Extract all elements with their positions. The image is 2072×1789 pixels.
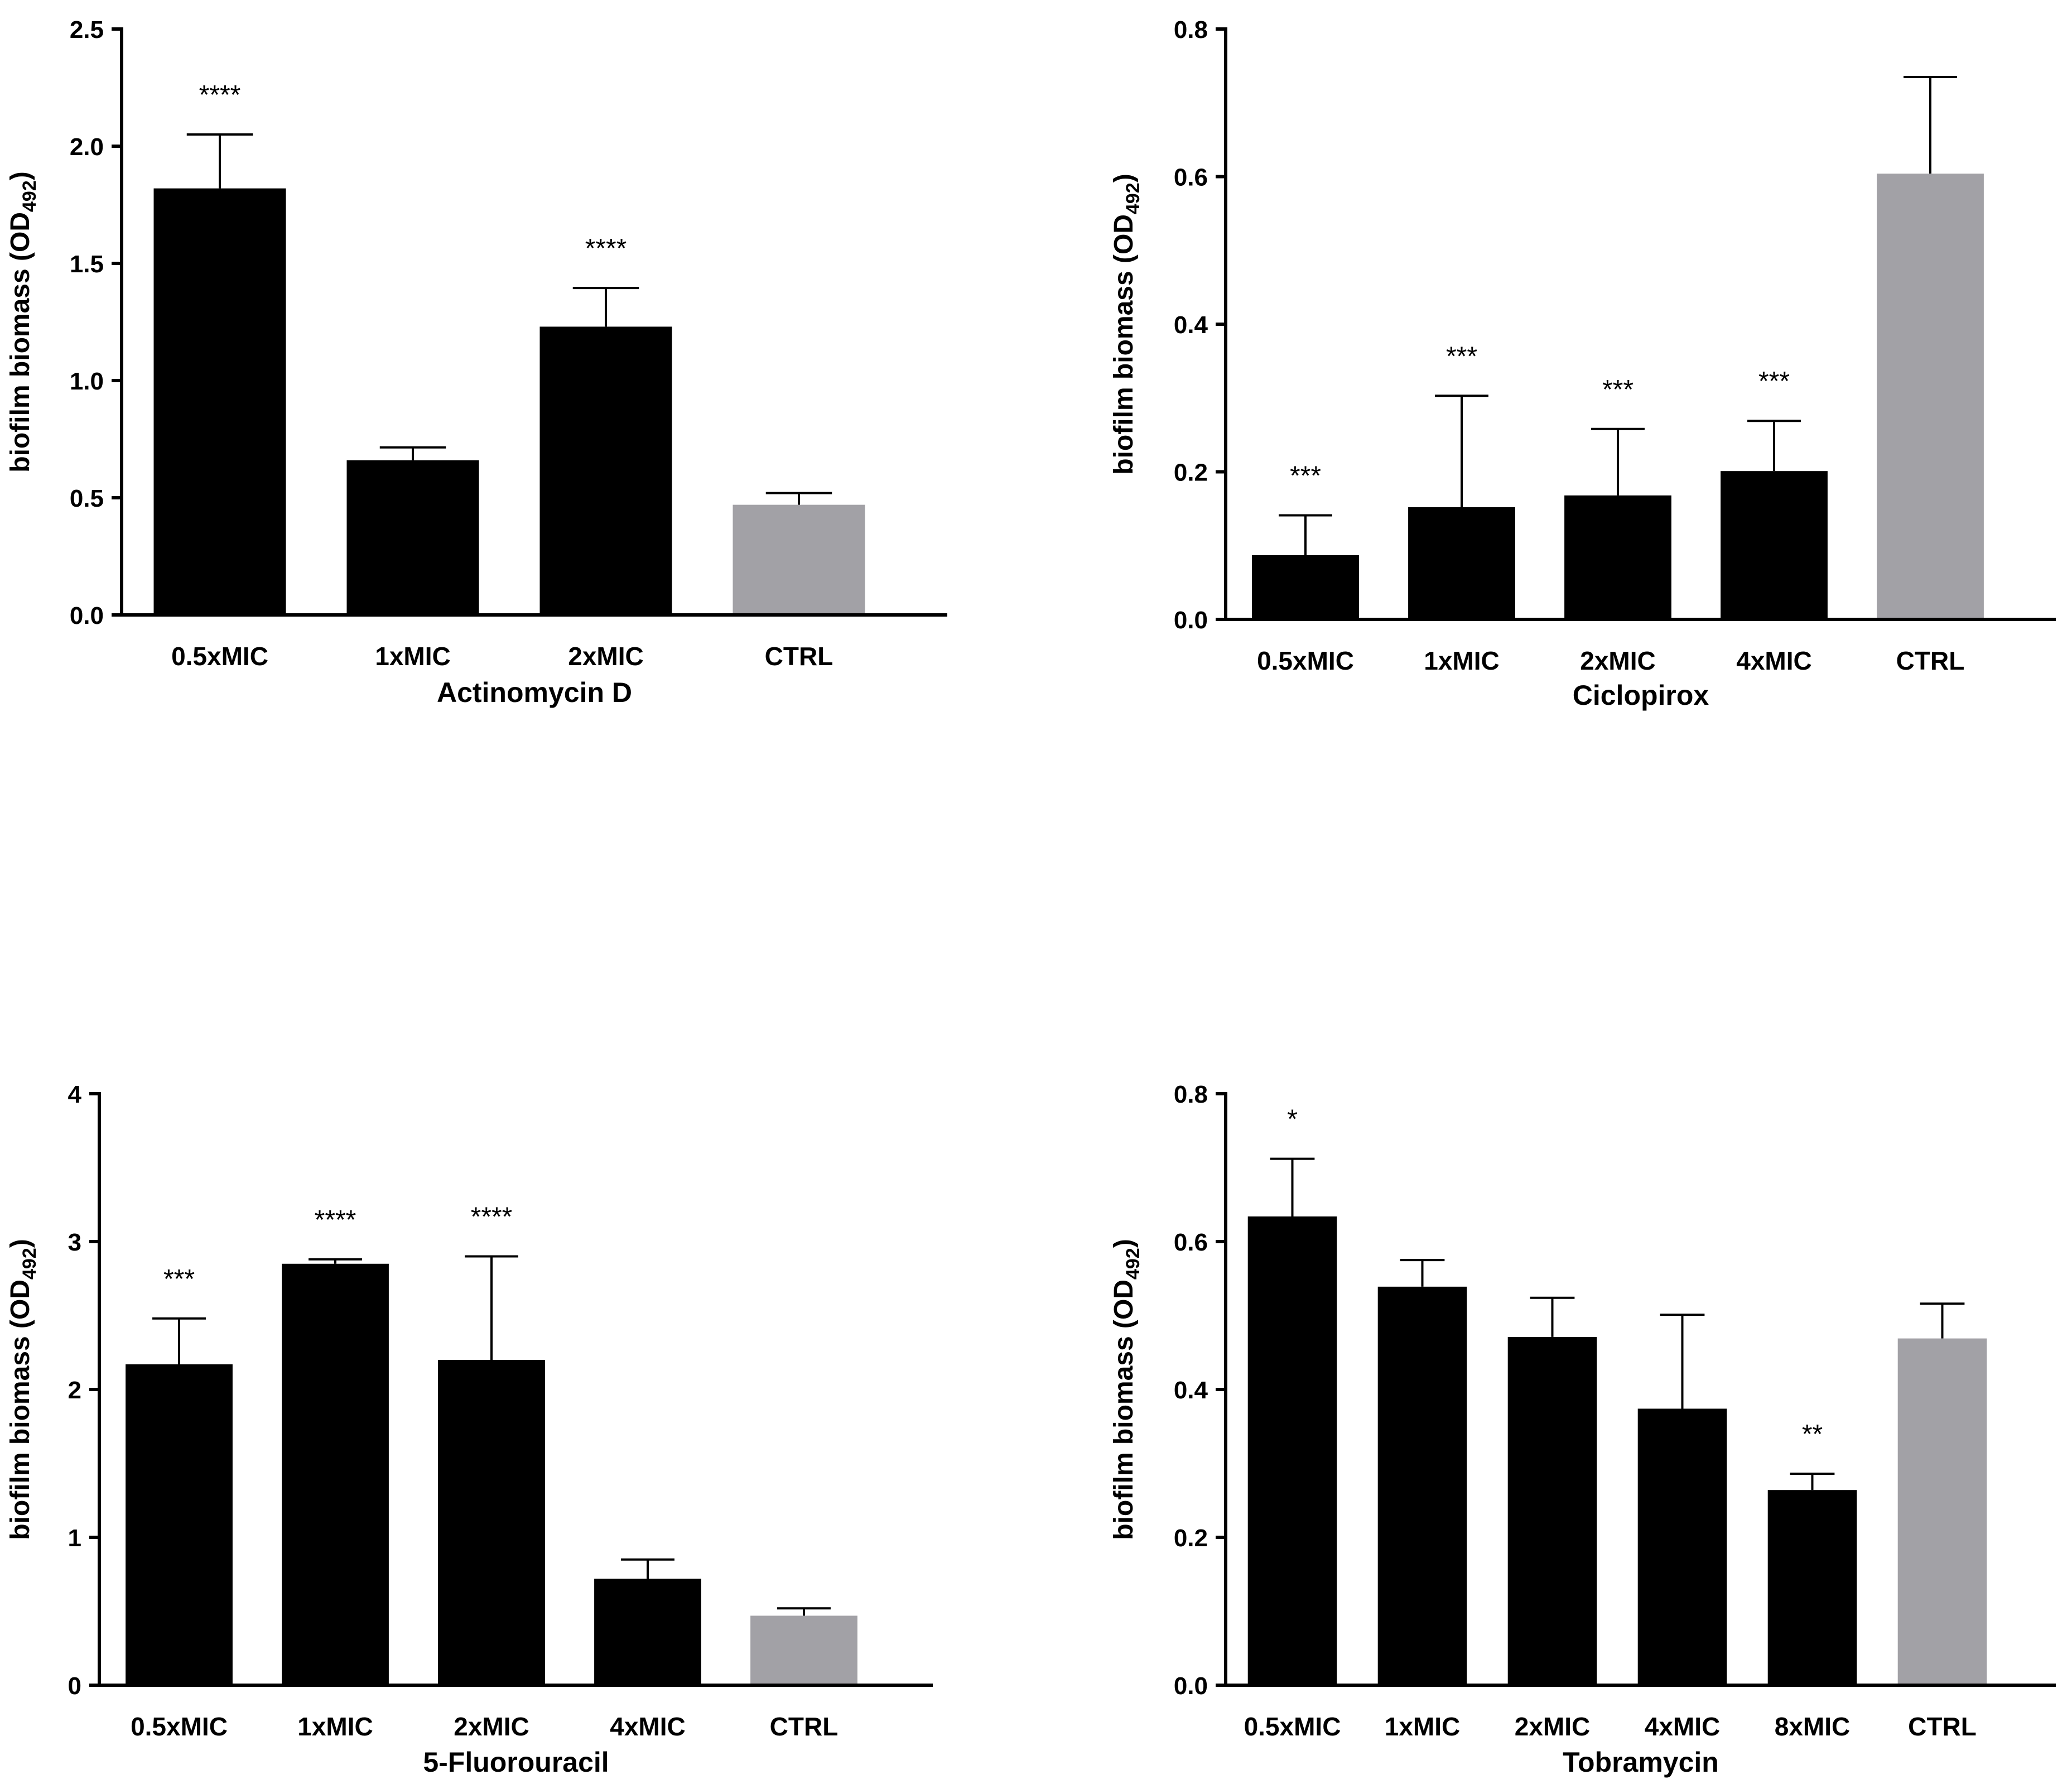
bar-1xmic [282,1263,389,1685]
y-axis-title-subscript: 492 [19,1248,40,1280]
chart-fluorouracil: *** 0.5xMIC **** 1xMIC **** 2xMIC 4xMIC CTRL 0 1 2… [6,1081,933,1778]
category-label: 8xMIC [1775,1712,1850,1741]
y-tick-label: 0.5 [70,485,104,512]
y-tick-label: 0.8 [1174,1081,1208,1108]
bar-ctrl [1877,174,1984,620]
y-axis-title-subscript: 492 [1122,182,1144,214]
significance-label: *** [163,1264,195,1294]
significance-label: **** [199,80,241,110]
category-label: 1xMIC [1385,1712,1460,1741]
bar-1xmic [346,460,479,615]
significance-label: **** [315,1205,356,1235]
y-axis-title-subscript: 492 [1122,1248,1144,1280]
category-label: 0.5xMIC [1244,1712,1341,1741]
y-tick-label: 3 [68,1229,81,1256]
category-label: 2xMIC [568,642,643,671]
y-tick-label: 0.0 [1174,1672,1208,1700]
category-label: CTRL [765,642,833,671]
significance-label: ** [1802,1420,1823,1449]
bar-4xmic [1721,471,1828,619]
significance-label: **** [471,1203,513,1232]
category-label: 0.5xMIC [171,642,268,671]
y-tick-label: 1.5 [70,251,104,278]
significance-label: *** [1758,367,1790,396]
y-tick-label: 0.8 [1174,16,1208,44]
y-axis-title: biofilm biomass (OD492) [1109,1239,1144,1540]
y-tick-label: 1 [68,1525,81,1552]
x-axis-title: Actinomycin D [437,677,632,708]
bar-2xmic [1507,1336,1597,1685]
y-tick-label: 1.0 [70,368,104,395]
bar-8xmic [1767,1490,1857,1685]
significance-label: *** [1290,461,1321,491]
bar-4xmic [1637,1408,1727,1685]
y-tick-label: 0.0 [70,602,104,629]
y-axis-title-close: ) [1109,1239,1139,1248]
chart-ciclopirox: *** 0.5xMIC *** 1xMIC *** 2xMIC *** 4xMIC CTRL 0.… [1109,16,2056,711]
significance-label: * [1287,1105,1298,1134]
bar-ctrl [733,504,865,615]
chart-tobramycin: * 0.5xMIC 1xMIC 2xMIC 4xMIC ** 8xMIC CTRL 0.0 0.2… [1109,1081,2056,1778]
y-axis-title-close: ) [1109,174,1139,182]
y-axis-title-main: biofilm biomass (OD [1109,1280,1139,1540]
bar-2xmic [438,1360,545,1685]
y-axis-title-close: ) [6,171,35,180]
y-axis-title-subscript: 492 [19,180,40,212]
y-axis-title-main: biofilm biomass (OD [1109,214,1139,475]
x-axis-title: Tobramycin [1563,1747,1719,1778]
bar-ctrl [750,1615,857,1685]
category-label: CTRL [1896,646,1965,675]
x-axis-title: Ciclopirox [1573,680,1709,711]
y-tick-label: 0.6 [1174,1229,1208,1256]
y-tick-label: 2.0 [70,133,104,161]
category-label: 0.5xMIC [131,1712,228,1741]
category-label: 0.5xMIC [1257,646,1354,675]
y-tick-label: 0.6 [1174,164,1208,191]
category-label: 2xMIC [1580,646,1655,675]
y-tick-label: 0.0 [1174,607,1208,634]
bar-0.5xmic [1247,1216,1337,1685]
category-label: 1xMIC [1424,646,1499,675]
category-label: CTRL [770,1712,839,1741]
bar-0.5xmic [1252,555,1359,619]
bar-1xmic [1408,507,1515,619]
bar-2xmic [1564,495,1671,619]
y-tick-label: 4 [68,1081,82,1108]
category-label: 2xMIC [454,1712,529,1741]
significance-label: *** [1446,342,1477,371]
category-label: 4xMIC [1645,1712,1720,1741]
y-tick-label: 0.4 [1174,1377,1208,1404]
bar-4xmic [594,1579,701,1685]
y-axis-title: biofilm biomass (OD492) [1109,174,1144,474]
y-tick-label: 0.4 [1174,311,1208,339]
category-label: 1xMIC [297,1712,373,1741]
significance-label: *** [1602,375,1633,405]
category-label: 4xMIC [1736,646,1811,675]
category-label: 4xMIC [610,1712,685,1741]
y-tick-label: 0.2 [1174,1525,1208,1552]
x-axis-title: 5-Fluorouracil [423,1747,609,1778]
chart-actinomycin: **** 0.5xMIC 1xMIC **** 2xMIC CTRL 0.0 0.5 1.0 1.… [6,16,947,708]
bar-1xmic [1377,1286,1467,1685]
category-label: CTRL [1908,1712,1977,1741]
y-axis-title-close: ) [6,1239,35,1248]
category-label: 1xMIC [375,642,450,671]
y-tick-label: 2.5 [70,16,104,44]
y-tick-label: 0 [68,1672,81,1700]
category-label: 2xMIC [1515,1712,1590,1741]
bar-0.5xmic [153,188,286,615]
y-axis-title-main: biofilm biomass (OD [6,1280,35,1540]
y-tick-label: 2 [68,1377,81,1404]
y-axis-title: biofilm biomass (OD492) [6,1239,40,1540]
bar-2xmic [539,326,672,615]
significance-label: **** [585,234,627,263]
y-axis-title: biofilm biomass (OD492) [6,171,40,472]
bar-ctrl [1897,1338,1987,1685]
bar-0.5xmic [126,1364,233,1685]
y-tick-label: 0.2 [1174,459,1208,487]
y-axis-title-main: biofilm biomass (OD [6,212,35,473]
